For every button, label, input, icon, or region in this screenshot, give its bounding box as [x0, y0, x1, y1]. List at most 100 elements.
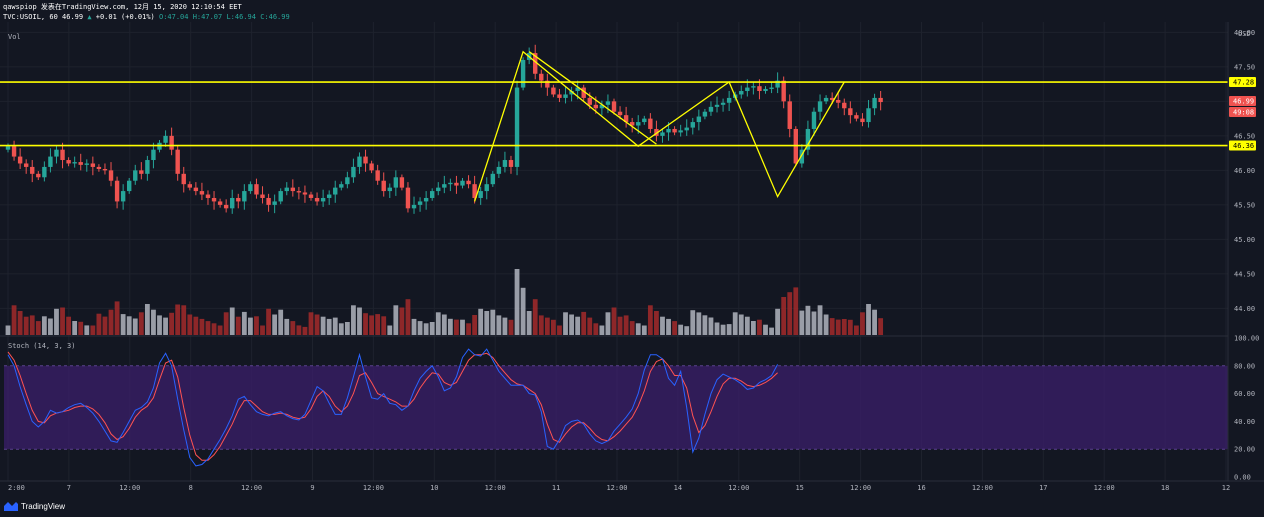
candle-body — [54, 149, 59, 157]
candle-body — [551, 87, 556, 95]
volume-bar — [496, 315, 502, 335]
candle-body — [211, 197, 217, 202]
volume-bar — [502, 317, 508, 335]
volume-bar — [175, 304, 181, 335]
candle-body — [775, 80, 780, 88]
candle-body — [351, 166, 356, 178]
candle-body — [290, 187, 296, 192]
volume-bar — [272, 314, 278, 335]
candle-body — [169, 135, 174, 150]
stoch-tick-label: 80.00 — [1234, 362, 1255, 370]
candle-body — [175, 149, 180, 174]
volume-bar — [169, 312, 175, 335]
volume-bar — [357, 307, 362, 335]
candle-body — [563, 94, 568, 98]
volume-bar — [647, 305, 653, 335]
volume-bar — [720, 324, 726, 335]
candle-body — [436, 187, 441, 192]
candle-body — [805, 128, 811, 150]
volume-bar — [72, 321, 78, 335]
candle-body — [660, 132, 665, 136]
volume-bar — [187, 314, 193, 335]
price-badge — [1229, 77, 1256, 88]
time-tick-label: 12:00 — [606, 484, 627, 492]
volume-bar — [835, 319, 841, 335]
time-tick-label: 12 — [1222, 484, 1230, 492]
candle-body — [42, 166, 47, 178]
candle-body — [11, 146, 17, 157]
time-tick-label: 12:00 — [119, 484, 140, 492]
volume-bar — [866, 304, 871, 335]
volume-bar — [623, 315, 629, 335]
volume-bar — [557, 325, 562, 335]
volume-bar — [278, 309, 284, 335]
candle-body — [423, 197, 429, 202]
candle-body — [533, 53, 538, 74]
volume-bar — [799, 310, 805, 335]
volume-bar — [284, 318, 290, 335]
volume-bar — [823, 314, 829, 335]
volume-bar — [660, 316, 665, 335]
volume-bar — [296, 325, 302, 335]
time-tick-label: 9 — [310, 484, 314, 492]
candle-body — [60, 149, 65, 161]
volume-bar — [532, 299, 538, 335]
volume-bar — [526, 311, 532, 335]
time-tick-label: 12:00 — [972, 484, 993, 492]
volume-bar — [399, 307, 405, 335]
volume-bar — [817, 305, 823, 335]
tradingview-logo[interactable]: TradingView — [4, 502, 65, 511]
candle-body — [139, 170, 144, 174]
zigzag-pattern[interactable] — [473, 50, 845, 202]
candle-body — [96, 166, 102, 169]
volume-bar — [732, 312, 738, 335]
tradingview-logo-icon — [4, 502, 18, 511]
volume-bar — [163, 317, 168, 335]
volume-bar — [90, 325, 96, 335]
candle-body — [387, 187, 392, 192]
candle-body — [781, 80, 786, 102]
volume-bar — [54, 308, 59, 335]
volume-bar — [193, 316, 199, 335]
volume-bar — [684, 326, 690, 335]
candle-body — [320, 197, 326, 202]
volume-bar — [266, 308, 271, 335]
candle-body — [866, 108, 871, 123]
volume-bar — [757, 319, 762, 335]
candle-body — [860, 118, 865, 123]
price-badge-text: 49:08 — [1233, 109, 1254, 117]
zigzag-pattern-2[interactable] — [528, 51, 657, 145]
candle-body — [90, 163, 96, 167]
candle-body — [581, 87, 586, 98]
volume-bar — [326, 318, 332, 335]
volume-bar — [678, 324, 684, 335]
candle-body — [811, 111, 817, 129]
volume-bar — [781, 297, 787, 335]
volume-bar — [217, 325, 223, 335]
volume-bar — [787, 292, 793, 335]
volume-bar — [338, 323, 344, 335]
volume-bar — [672, 321, 677, 335]
volume-bar — [363, 313, 368, 335]
candles[interactable] — [5, 44, 883, 214]
volume-bar — [35, 321, 41, 335]
volume-bar — [96, 313, 102, 335]
time-tick-label: 7 — [67, 484, 71, 492]
volume-bar — [841, 319, 847, 335]
candle-body — [133, 170, 138, 181]
symbol-name[interactable]: TVC:USOIL, 60 — [3, 13, 58, 21]
stoch-tick-label: 0.00 — [1234, 474, 1251, 482]
price-tick-label: 44.00 — [1234, 305, 1255, 313]
stoch-axis[interactable]: 100.00 80.00 60.00 40.00 20.00 0.00 — [1234, 335, 1259, 482]
candle-body — [84, 163, 89, 165]
annotations[interactable] — [0, 50, 1228, 202]
candle-body — [5, 146, 11, 150]
price-chart[interactable]: 48.0047.5047.0046.5046.0045.5045.0044.50… — [0, 0, 1264, 496]
candle-body — [314, 197, 320, 202]
candle-body — [108, 170, 114, 181]
time-axis[interactable]: 2:00 7 12:00 8 12:00 9 12:00 10 12:00 11 12:00 14 12… — [8, 484, 1230, 492]
volume-label: Vol — [8, 33, 21, 41]
candle-body — [187, 184, 192, 188]
volume-bar — [714, 322, 720, 335]
candle-body — [702, 111, 708, 117]
